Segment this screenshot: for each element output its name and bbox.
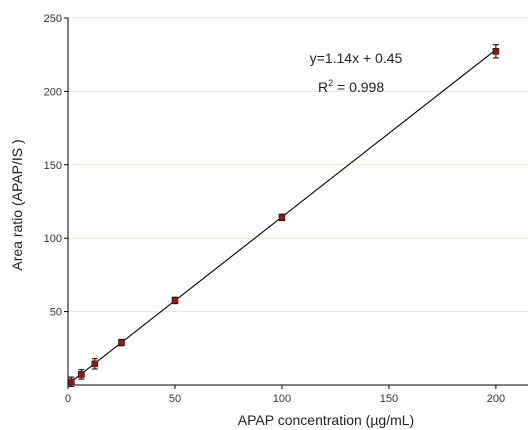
marker-6 [492,48,500,55]
y-tick-label-50: 50 [50,307,62,319]
y-tick-label-100: 100 [44,233,62,245]
regression-equation: y=1.14x + 0.45 [310,50,403,66]
data-point-0 [68,376,75,387]
y-tick-label-200: 200 [44,86,62,98]
data-point-6 [492,44,500,59]
y-axis-title: Area ratio (APAP/IS ) [9,139,25,270]
data-point-2 [91,358,99,370]
data-point-1 [78,369,85,380]
axes [67,18,528,386]
marker-2 [91,360,99,368]
data-point-4 [171,296,179,305]
data-points [68,44,500,387]
x-tick-label-150: 150 [380,393,398,405]
x-tick-label-200: 200 [487,393,505,405]
x-tick-label-50: 50 [169,393,181,405]
marker-4 [171,297,179,304]
r2-superscript: 2 [328,78,333,88]
gridlines [68,17,528,313]
y-tick-label-250: 250 [44,13,62,25]
x-ticks: 0 50 100 150 200 [65,385,505,405]
y-tick-label-150: 150 [44,160,62,172]
x-tick-label-0: 0 [65,393,71,405]
marker-5 [278,214,286,221]
r2-value: = 0.998 [333,79,384,95]
marker-3 [118,339,125,346]
data-point-5 [278,213,286,222]
y-ticks: 50 100 150 200 250 [44,13,68,319]
r2-prefix: R [318,79,328,95]
marker-0 [68,378,75,386]
x-axis-title: APAP concentration (µg/mL) [238,412,414,428]
r-squared-label: R2 = 0.998 [318,78,384,95]
marker-1 [78,371,85,378]
x-tick-label-100: 100 [273,393,291,405]
data-point-3 [118,338,125,347]
